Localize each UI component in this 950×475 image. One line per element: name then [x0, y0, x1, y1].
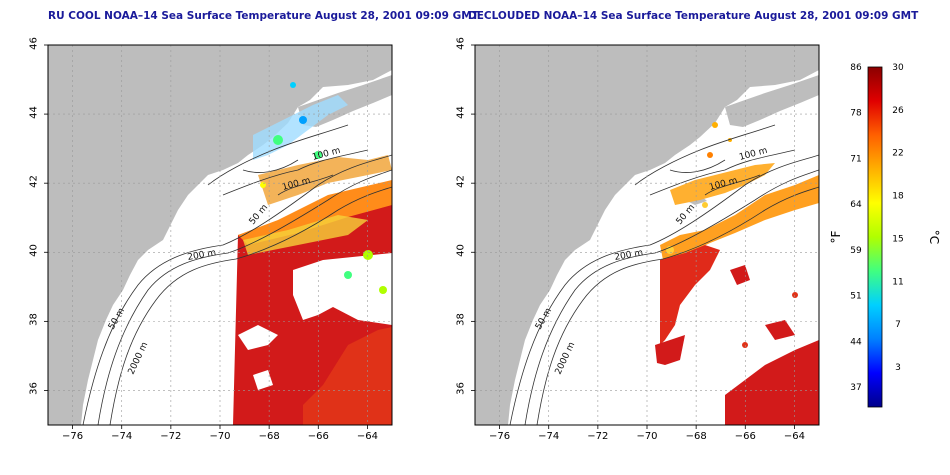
- map-frame: [47, 44, 393, 426]
- colorbar-c-tick: 11: [892, 277, 903, 287]
- colorbar-f-tick: 86: [850, 63, 862, 73]
- land: [48, 45, 392, 425]
- colorbar-f-tick: 44: [850, 337, 862, 347]
- y-tick-label: 44: [28, 106, 40, 119]
- celsius-label: °C: [927, 230, 941, 244]
- colorbar-f-tick: 71: [850, 154, 861, 164]
- colorbar-c-tick: 22: [892, 149, 903, 159]
- x-tick-label: −76: [489, 431, 510, 442]
- x-tick-label: −70: [636, 431, 657, 442]
- map-frame: [474, 44, 820, 426]
- y-tick-label: 46: [455, 37, 467, 50]
- celsius-scale: 30 26 22 18 15 11 7 3: [892, 63, 904, 373]
- colorbar-c-tick: 26: [892, 106, 904, 116]
- sst-data: [655, 122, 819, 425]
- x-tick-label: −64: [784, 431, 805, 442]
- y-tick-label: 44: [455, 106, 467, 119]
- y-tick-label: 42: [28, 175, 40, 189]
- y-tick-label: 42: [455, 175, 467, 189]
- colorbar-c-tick: 7: [895, 320, 901, 330]
- temperature-colorbar: 86 78 71 64 59 51 44 37 30 26 22 18 15 11 7 3 °F °C: [829, 63, 941, 408]
- x-tick-label: −68: [686, 431, 707, 442]
- colorbar-gradient: [867, 66, 883, 408]
- x-tick-label: −72: [587, 431, 608, 442]
- y-tick-label: 38: [28, 313, 40, 327]
- colorbar-c-tick: 15: [892, 234, 903, 244]
- colorbar-f-tick: 59: [850, 246, 862, 256]
- left-map-title: RU COOL NOAA–14 Sea Surface Temperature …: [48, 10, 479, 22]
- gridlines: [475, 44, 819, 425]
- x-tick-label: −74: [111, 431, 132, 442]
- land: [475, 45, 819, 425]
- contour-label: 200 m: [614, 248, 644, 263]
- right-sst-map: 100 m 100 m 50 m 200 m 50 m 2000 m −76 −7…: [471, 44, 820, 442]
- x-tick-label: −76: [62, 431, 83, 442]
- x-axis: −76 −74 −72 −70 −68 −66 −64: [489, 425, 805, 442]
- y-tick-label: 46: [28, 37, 40, 50]
- y-axis: [471, 44, 475, 391]
- y-tick-label: 40: [455, 244, 467, 258]
- x-tick-label: −64: [357, 431, 378, 442]
- x-tick-label: −70: [209, 431, 230, 442]
- x-tick-label: −66: [308, 431, 329, 442]
- fahrenheit-scale: 86 78 71 64 59 51 44 37: [850, 63, 862, 393]
- left-sst-map: 100 m 100 m 50 m 200 m 50 m 2000 m −76 −7…: [44, 44, 393, 442]
- fahrenheit-label: °F: [829, 230, 843, 243]
- right-map-title: DECLOUDED NOAA–14 Sea Surface Temperatur…: [468, 10, 919, 22]
- y-tick-label: 40: [28, 244, 40, 258]
- colorbar-c-tick: 18: [892, 192, 904, 202]
- x-tick-label: −68: [259, 431, 280, 442]
- colorbar-c-tick: 30: [892, 63, 904, 73]
- contour-label: 200 m: [187, 248, 217, 263]
- y-tick-label: 36: [455, 382, 467, 396]
- x-tick-label: −72: [160, 431, 181, 442]
- y-axis: [44, 44, 48, 391]
- x-tick-label: −74: [538, 431, 559, 442]
- colorbar-f-tick: 78: [850, 109, 862, 119]
- land-nova-scotia: [725, 75, 819, 127]
- y-tick-label: 38: [455, 313, 467, 327]
- bathymetry-contours: [82, 124, 392, 425]
- y-tick-label: 36: [28, 382, 40, 396]
- colorbar-f-tick: 51: [850, 292, 861, 302]
- x-axis: −76 −74 −72 −70 −68 −66 −64: [62, 425, 378, 442]
- colorbar-c-tick: 3: [895, 363, 901, 373]
- colorbar-f-tick: 37: [850, 383, 861, 393]
- bathymetry-contours: [509, 124, 819, 425]
- x-tick-label: −66: [735, 431, 756, 442]
- colorbar-f-tick: 64: [850, 200, 862, 210]
